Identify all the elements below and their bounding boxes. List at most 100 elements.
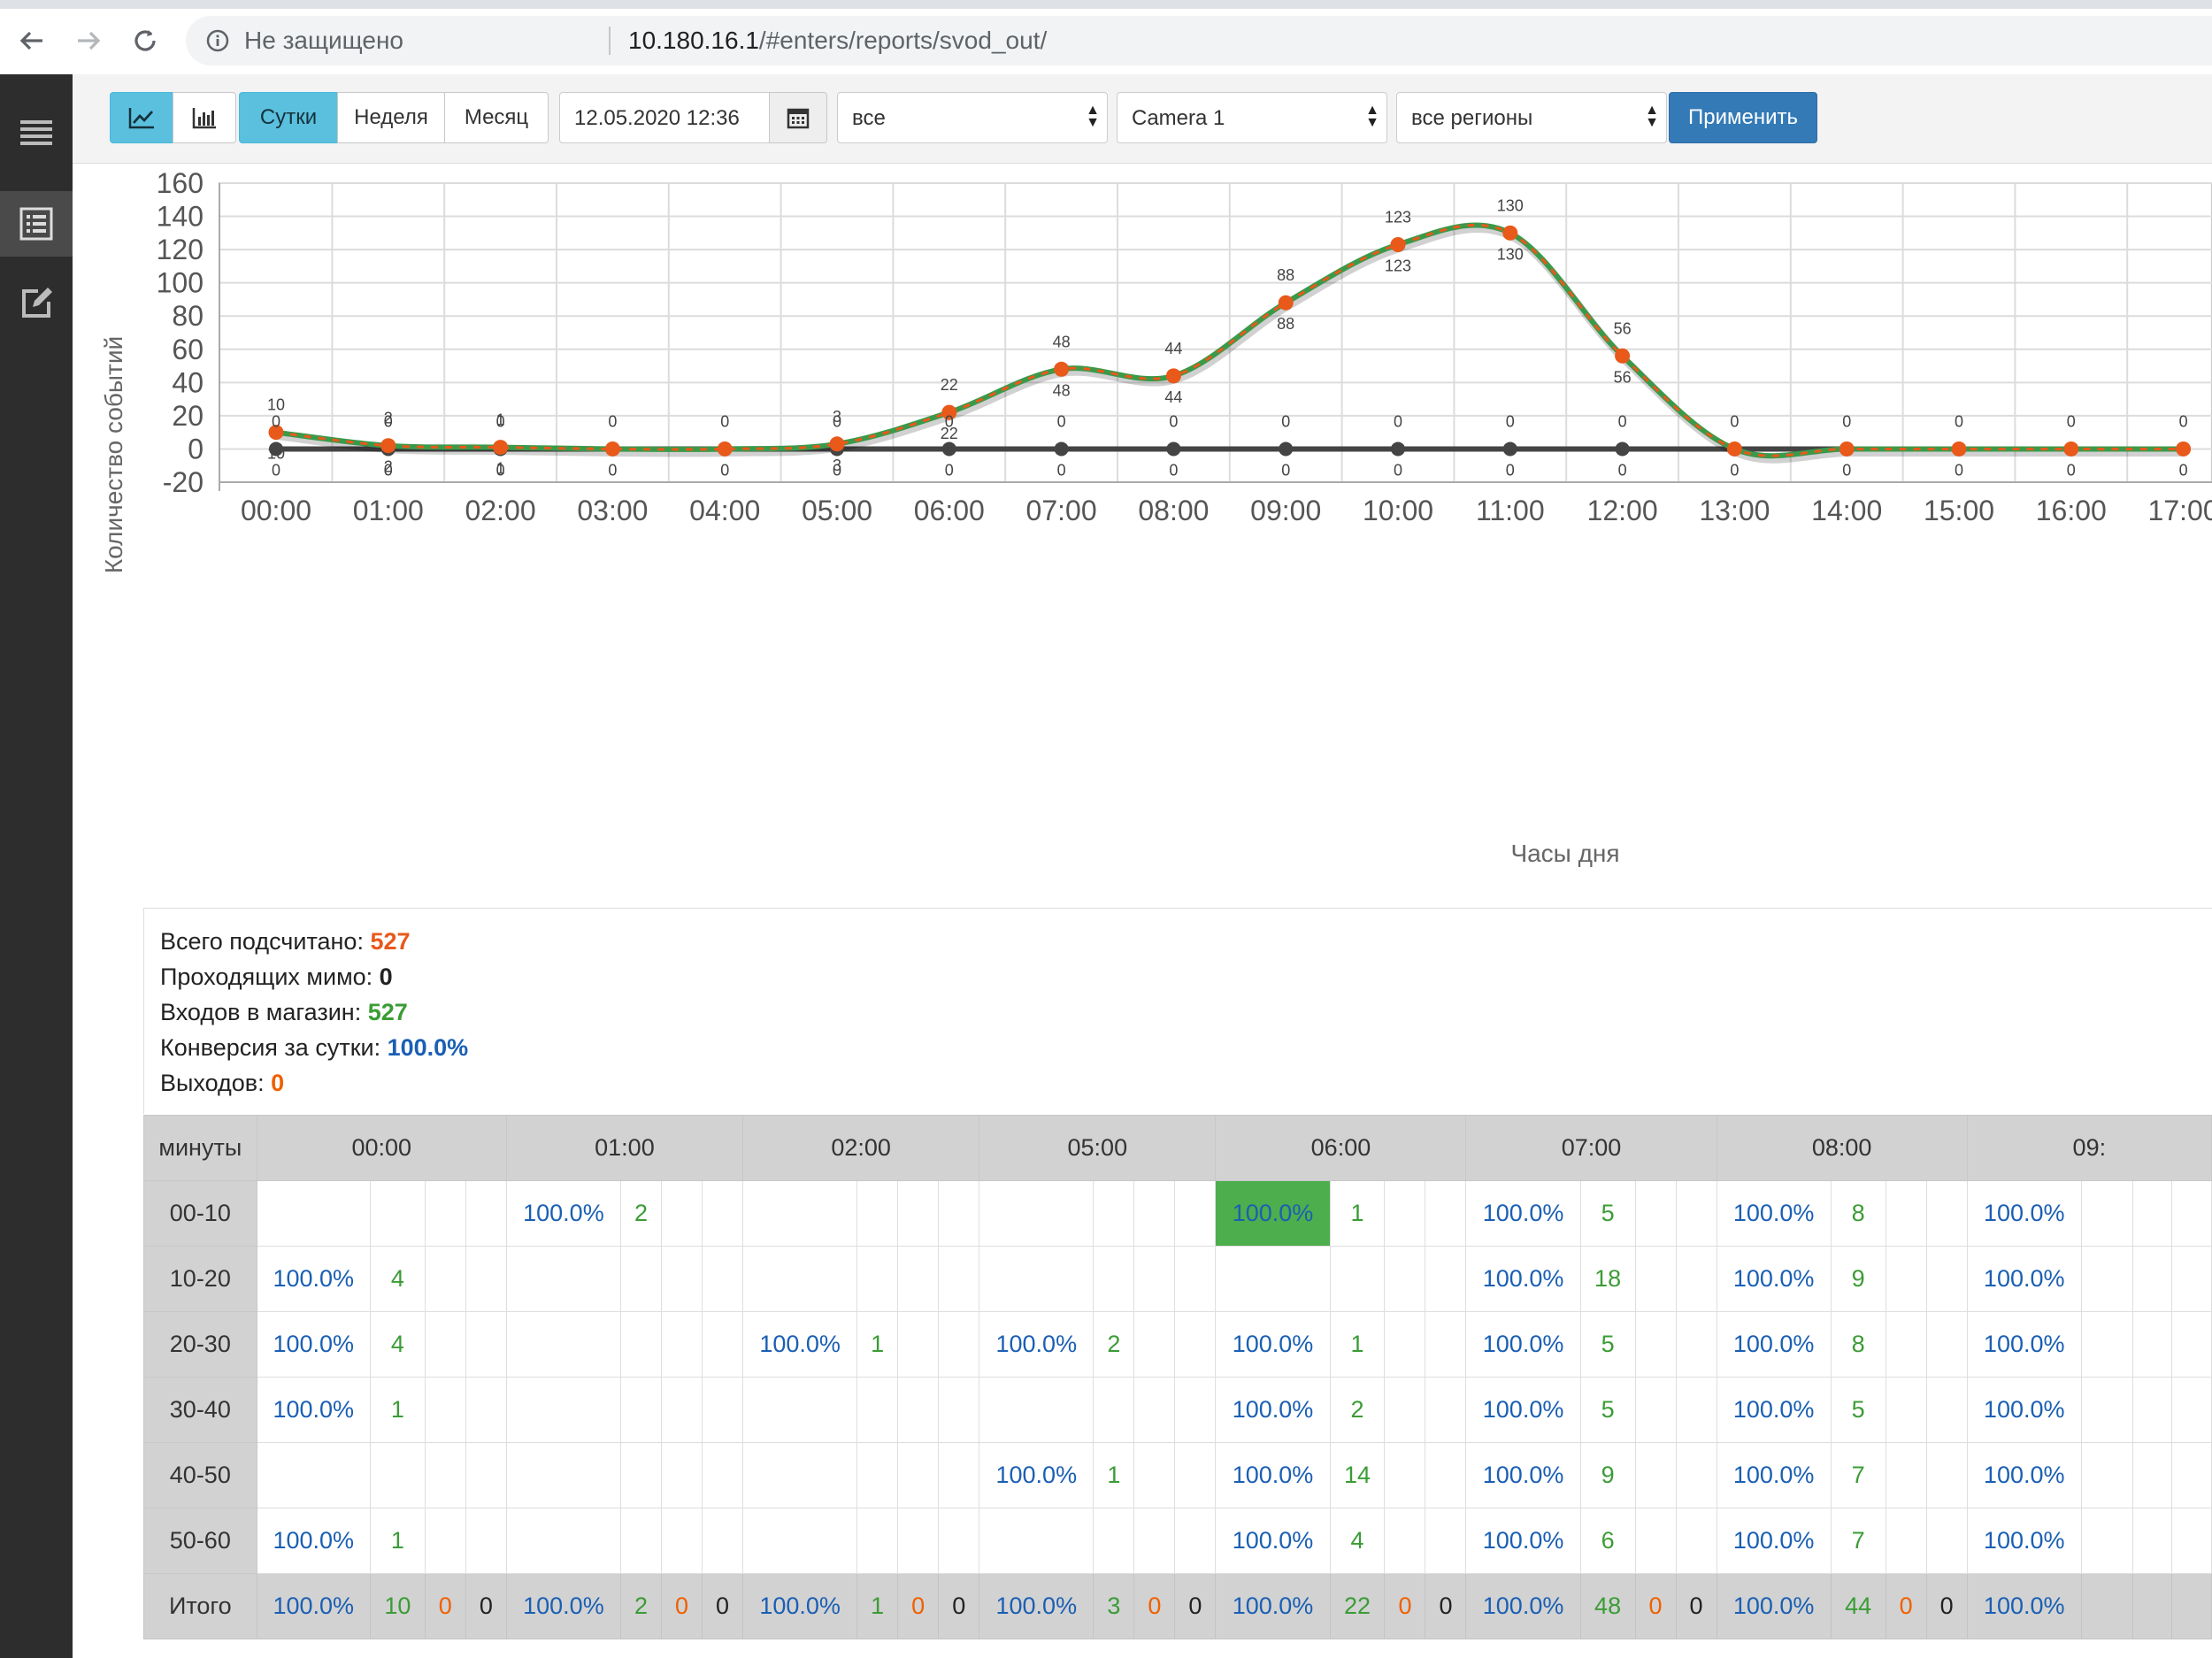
cell-conversion: [979, 1508, 1094, 1574]
cell-empty: [1384, 1180, 1426, 1247]
data-label-passing: 0: [1618, 412, 1627, 430]
total-row-label: Итого: [143, 1573, 257, 1639]
cell-empty: [2132, 1311, 2173, 1378]
cell-conversion: [979, 1246, 1094, 1312]
total-conversion: 100.0%: [742, 1573, 858, 1639]
cell-count: 1: [369, 1377, 426, 1443]
cell-conversion: [1215, 1246, 1331, 1312]
cell-conversion: [505, 1246, 621, 1312]
filter-select[interactable]: все ▲ ▼: [837, 92, 1108, 143]
cell-empty: [702, 1442, 744, 1508]
address-bar[interactable]: Не защищено 10.180.16.1/#enters/reports/…: [186, 16, 2212, 65]
cell-empty: [1384, 1508, 1426, 1574]
cell-empty: [1675, 1377, 1717, 1443]
series-point-passing: [269, 441, 283, 457]
calendar-button[interactable]: [769, 92, 827, 143]
data-label-passing: 0: [272, 412, 280, 430]
cell-empty: [465, 1508, 507, 1574]
cell-conversion: 100.0%: [1966, 1508, 2082, 1574]
sidebar-item-edit[interactable]: [0, 271, 73, 336]
cell-count: 4: [369, 1246, 426, 1312]
cell-count: 1: [369, 1508, 426, 1574]
report-toolbar: Сутки Неделя Месяц 12.05.2020 12:36 все …: [73, 74, 2212, 164]
series-point-counted: [604, 441, 620, 457]
cell-count: 14: [1329, 1442, 1386, 1508]
cell-empty: [424, 1180, 466, 1247]
bar-chart-toggle[interactable]: [173, 92, 236, 143]
x-tick-label: 05:00: [802, 495, 872, 526]
cell-conversion: 100.0%: [1716, 1311, 1832, 1378]
data-label-passing: 0: [1281, 412, 1290, 430]
plot-border: [219, 182, 2212, 483]
cell-empty: [1133, 1180, 1176, 1247]
forward-button[interactable]: [67, 19, 110, 62]
cell-conversion: 100.0%: [1465, 1508, 1581, 1574]
cell-empty: [702, 1377, 744, 1443]
cell-empty: [1634, 1246, 1677, 1312]
series-point-counted: [1054, 361, 1070, 377]
security-label: Не защищено: [244, 27, 403, 54]
data-label-passing: 0: [1057, 461, 1066, 479]
period-month-button[interactable]: Месяц: [444, 92, 549, 143]
data-label-entries: 48: [1053, 381, 1071, 399]
cell-count: [856, 1246, 899, 1312]
data-label-counted: 48: [1053, 333, 1071, 350]
series-point-counted: [1165, 368, 1181, 384]
period-day-button[interactable]: Сутки: [239, 92, 338, 143]
line-chart-toggle[interactable]: [110, 92, 173, 143]
series-point-counted: [2176, 441, 2192, 457]
data-label-passing: 0: [1057, 412, 1066, 430]
data-label-entries: 3: [833, 457, 841, 474]
cell-conversion: 100.0%: [505, 1180, 621, 1247]
apply-button[interactable]: Применить: [1669, 92, 1817, 143]
cell-count: 2: [1093, 1311, 1135, 1378]
total-exits: 0: [424, 1573, 466, 1639]
select-arrows-icon: ▲ ▼: [1086, 103, 1100, 130]
summary-passing: Проходящих мимо: 0: [160, 963, 393, 991]
line-chart-icon: [128, 108, 154, 129]
data-label-counted: 0: [608, 412, 617, 430]
data-label-passing: 0: [1618, 461, 1627, 479]
back-button[interactable]: [11, 19, 53, 62]
total-passing: 0: [1675, 1573, 1717, 1639]
total-conversion: 100.0%: [505, 1573, 621, 1639]
row-label: 10-20: [143, 1246, 257, 1312]
series-point-counted: [829, 436, 845, 452]
data-label-counted: 44: [1164, 340, 1182, 357]
total-exits: 0: [660, 1573, 703, 1639]
date-input[interactable]: 12.05.2020 12:36: [559, 92, 770, 143]
camera-select-value: Camera 1: [1132, 106, 1225, 130]
cell-empty: [1174, 1442, 1217, 1508]
summary-panel: Всего подсчитано: 527 Проходящих мимо: 0…: [143, 908, 2212, 1114]
period-week-button[interactable]: Неделя: [337, 92, 445, 143]
sidebar-item-reports[interactable]: [0, 191, 73, 257]
cell-empty: [938, 1246, 980, 1312]
cell-conversion: 100.0%: [1966, 1442, 2082, 1508]
cell-conversion: [742, 1442, 858, 1508]
total-entries: [2080, 1573, 2134, 1639]
region-select[interactable]: все регионы ▲ ▼: [1396, 92, 1667, 143]
total-exits: 0: [1634, 1573, 1677, 1639]
cell-conversion: [742, 1508, 858, 1574]
x-tick-label: 03:00: [577, 495, 648, 526]
camera-select[interactable]: Camera 1 ▲ ▼: [1117, 92, 1387, 143]
calendar-icon: [787, 108, 810, 129]
cell-empty: [2171, 1508, 2212, 1574]
table-row: 40-50 100.0% 1 100.0% 14 100.0% 9 100.0% 7 100.0%: [143, 1442, 2212, 1508]
select-arrows-icon: ▲ ▼: [1365, 103, 1379, 130]
table-row: 30-40 100.0% 1 100.0% 2 100.0% 5 100.0% 5 100.0%: [143, 1377, 2212, 1443]
url-host: 10.180.16.1: [628, 27, 759, 54]
filter-select-value: все: [852, 106, 886, 130]
y-tick-label: 140: [157, 201, 204, 233]
cell-empty: [1925, 1180, 1968, 1247]
reload-button[interactable]: [124, 19, 166, 62]
data-label-passing: 0: [384, 412, 393, 430]
total-passing: 0: [1174, 1573, 1217, 1639]
sidebar-menu-toggle[interactable]: [0, 101, 73, 166]
summary-exits: Выходов: 0: [160, 1070, 284, 1097]
cell-count: [2080, 1442, 2134, 1508]
y-tick-label: 120: [157, 234, 204, 265]
data-label-entries: 0: [1730, 461, 1739, 479]
data-label-passing: 0: [1169, 461, 1178, 479]
data-label-passing: 0: [945, 461, 954, 479]
